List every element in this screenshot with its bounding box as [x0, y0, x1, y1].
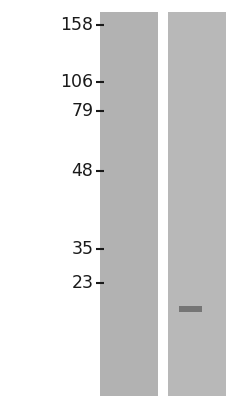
Text: 158: 158 — [60, 16, 93, 34]
Bar — [158, 12, 167, 396]
Bar — [167, 12, 225, 396]
Text: 35: 35 — [71, 240, 93, 258]
Text: 48: 48 — [71, 162, 93, 180]
Bar — [100, 12, 158, 396]
Text: 106: 106 — [60, 73, 93, 91]
Bar — [178, 306, 201, 312]
Text: 79: 79 — [71, 102, 93, 120]
Text: 23: 23 — [71, 274, 93, 292]
